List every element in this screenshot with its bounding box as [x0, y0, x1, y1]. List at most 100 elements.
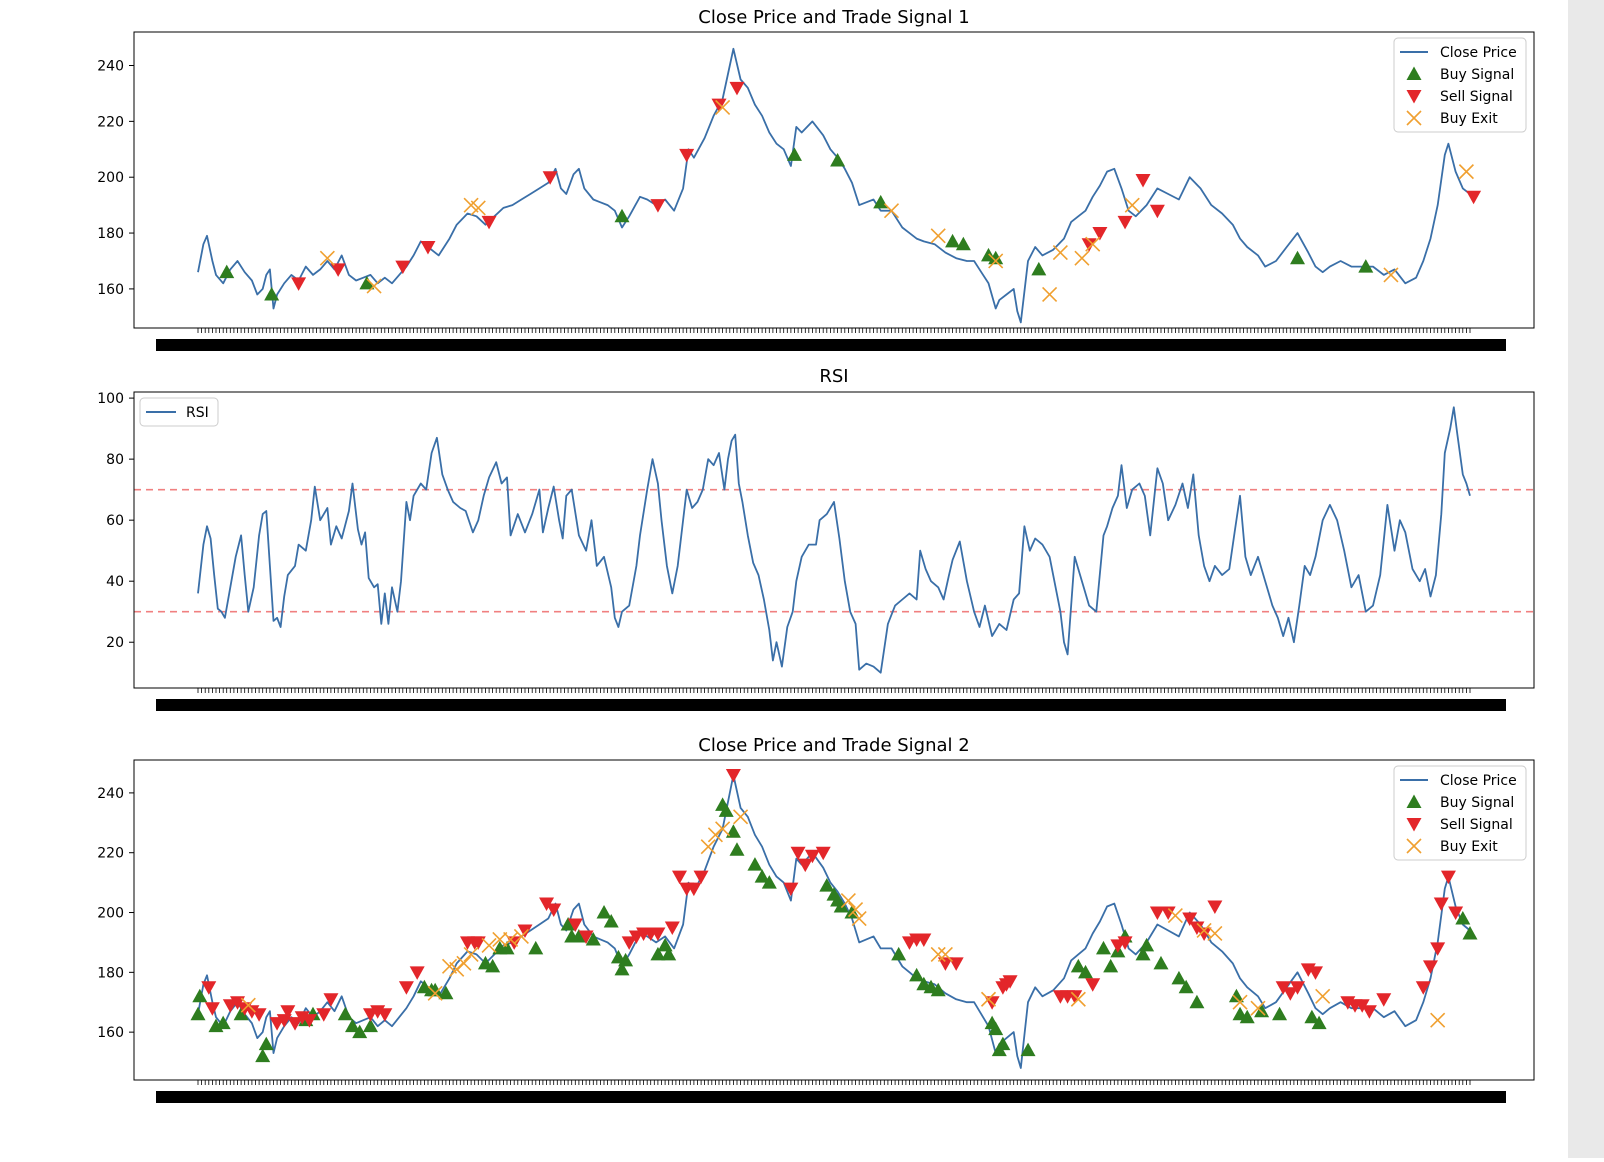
sell-signal-marker-1 [330, 263, 346, 277]
buy-signal-marker-6 [258, 1036, 274, 1051]
legend-1: Close Price Buy Signal Sell Signal Buy Exit [1393, 37, 1527, 133]
sell-signal-marker-60 [1149, 906, 1165, 921]
buy-signal-marker-36 [725, 824, 741, 838]
buy-signal-marker-66 [1178, 979, 1194, 994]
sell-signal-marker-5 [542, 171, 558, 185]
sell-signal-marker-64 [1196, 927, 1212, 941]
sell-signal-marker-19 [409, 966, 425, 980]
legend-3: Close Price Buy Signal Sell Signal Buy Exit [1393, 765, 1527, 861]
buy-signal-marker-47 [909, 967, 925, 982]
buy-exit-marker-11 [1085, 236, 1101, 252]
buy-exit-marker-12 [715, 821, 731, 837]
x-ticks-1 [156, 328, 1506, 351]
sell-signal-marker-6 [650, 199, 666, 213]
legend-label-close-price: Close Price [1440, 773, 1517, 789]
buy-signal-marker-40 [761, 875, 777, 889]
legend-1-buy-signal-marker-0 [1406, 66, 1422, 80]
sell-signal-marker-57 [1085, 978, 1101, 992]
x-ticks-3 [156, 1080, 1506, 1103]
buy-signal-marker-1 [192, 988, 208, 1003]
figure: Close Price and Trade Signal 1 160 180 200 2… [97, 7, 1535, 1103]
buy-signal-marker-63 [1139, 937, 1155, 952]
sell-signal-marker-11 [1092, 227, 1108, 241]
buy-signal-marker-68 [1228, 988, 1244, 1003]
buy-exit-marker-0 [319, 250, 335, 266]
sell-signal-marker-62 [1182, 912, 1198, 927]
buy-signal-marker-35 [718, 803, 734, 817]
buy-signal-marker-44 [833, 899, 849, 913]
buy-signal-marker-5 [830, 152, 846, 167]
buy-exit-marker-17 [930, 946, 946, 962]
sell-signal-marker-77 [1422, 960, 1438, 974]
legend-label-rsi: RSI [186, 405, 209, 421]
plot-frame-1 [133, 31, 1535, 329]
buy-exit-marker-18 [937, 946, 953, 962]
sell-signal-marker-12 [1117, 215, 1133, 230]
sell-signal-marker-15 [1466, 190, 1482, 205]
sell-signal-marker-3 [230, 996, 246, 1010]
buy-exit-marker-12 [1124, 197, 1140, 213]
sell-signal-marker-42 [797, 858, 813, 873]
sell-signal-series [201, 768, 1464, 1031]
buy-signal-marker-64 [1153, 955, 1169, 970]
buy-exit-marker-10 [700, 839, 716, 855]
plot-frame-2 [133, 391, 1535, 689]
sell-signal-series [291, 81, 1482, 291]
sell-signal-marker-0 [201, 981, 217, 995]
sell-signal-marker-0 [291, 277, 307, 291]
legend-label-sell-signal: Sell Signal [1440, 817, 1513, 833]
buy-exit-marker-26 [1315, 988, 1331, 1004]
sell-signal-marker-27 [567, 918, 583, 932]
sell-signal-marker-78 [1430, 942, 1446, 956]
sell-signal-marker-1 [204, 1002, 220, 1016]
x-tick-label-band-3 [156, 1091, 1506, 1103]
buy-exit-marker-5 [463, 946, 479, 962]
buy-signal-marker-58 [1095, 940, 1111, 955]
chart-panel-2: RSI 20 40 60 80 100 RSI [97, 366, 1535, 711]
sell-signal-marker-39 [725, 768, 741, 783]
y-tick-label-1-3: 220 [97, 114, 124, 130]
legend-3-sell-signal-marker-0 [1406, 818, 1422, 832]
sell-signal-marker-41 [790, 846, 806, 861]
buy-exit-marker-1 [366, 278, 382, 294]
sell-signal-marker-53 [1002, 975, 1018, 989]
sell-signal-marker-14 [1149, 204, 1165, 219]
plot-frame-3 [133, 759, 1535, 1081]
buy-exit-marker-5 [883, 203, 900, 219]
buy-signal-marker-15 [427, 982, 443, 997]
buy-exit-marker-7 [492, 931, 508, 948]
buy-signal-marker-20 [499, 940, 515, 955]
buy-exit-marker-11 [707, 827, 723, 843]
sell-signal-marker-65 [1207, 900, 1223, 915]
buy-signal-marker-73 [1304, 1009, 1320, 1024]
buy-signal-marker-12 [1290, 250, 1306, 265]
sell-signal-marker-48 [937, 957, 953, 971]
buy-signal-marker-5 [255, 1048, 271, 1063]
buy-exit-marker-23 [1207, 925, 1223, 942]
buy-signal-marker-11 [352, 1024, 368, 1039]
buy-signal-marker-18 [485, 958, 501, 973]
buy-exit-marker-27 [1430, 1012, 1446, 1028]
legend-1-sell-signal-marker-0 [1406, 90, 1422, 104]
buy-signal-marker-13 [1358, 259, 1374, 273]
buy-exit-marker-20 [1070, 991, 1086, 1007]
buy-signal-marker-11 [1031, 261, 1047, 276]
buy-signal-series [219, 147, 1374, 301]
y-tick-label-2-0: 20 [106, 635, 124, 651]
sell-signal-marker-76 [1415, 981, 1431, 995]
buy-exit-marker-7 [988, 253, 1004, 269]
buy-signal-marker-57 [1078, 964, 1094, 979]
sell-signal-marker-74 [1361, 1005, 1377, 1019]
buy-signal-marker-9 [337, 1006, 353, 1021]
buy-signal-marker-67 [1189, 994, 1205, 1009]
sell-signal-marker-7 [679, 148, 695, 163]
buy-signal-marker-41 [819, 878, 835, 892]
legend-label-sell-signal: Sell Signal [1440, 89, 1513, 105]
y-tick-label-1-1: 180 [97, 226, 124, 242]
buy-exit-series [319, 99, 1474, 303]
sell-signal-marker-13 [1135, 174, 1151, 188]
buy-exit-marker-0 [240, 997, 256, 1013]
sell-signal-marker-61 [1160, 906, 1176, 921]
buy-exit-marker-19 [980, 991, 997, 1007]
buy-signal-marker-4 [233, 1006, 249, 1021]
